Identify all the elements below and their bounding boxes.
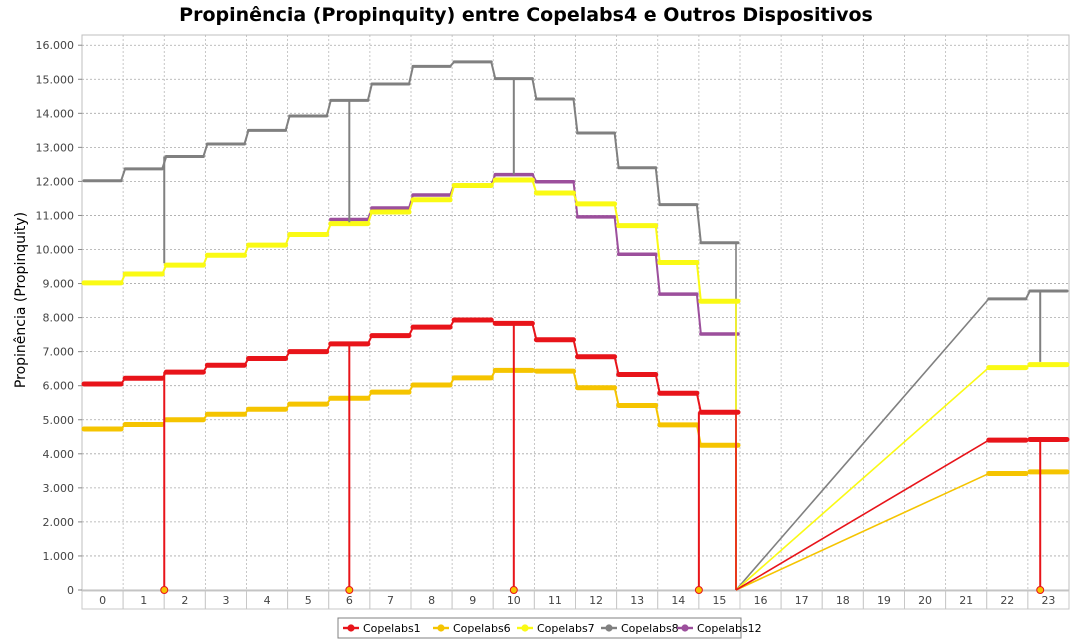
- series-link-copelabs8: [490, 61, 497, 79]
- series-zero-marker: [1036, 586, 1045, 594]
- series-link-copelabs1: [695, 392, 702, 413]
- x-tick-label: 6: [346, 594, 353, 607]
- series-link-copelabs12: [613, 216, 620, 255]
- x-tick-label: 20: [918, 594, 932, 607]
- x-tick-label: 8: [428, 594, 435, 607]
- x-tick-label: 22: [1000, 594, 1014, 607]
- legend: Copelabs1 Copelabs6 Copelabs7 Copelabs8 Cope…: [337, 617, 762, 639]
- x-tick-label: 17: [795, 594, 809, 607]
- series-zero-marker: [345, 586, 354, 594]
- series-link-copelabs8: [202, 143, 209, 157]
- series-link-copelabs8: [654, 167, 661, 205]
- series-link-copelabs8: [325, 100, 332, 117]
- x-tick-label: 10: [507, 594, 521, 607]
- x-tick-label: 16: [754, 594, 768, 607]
- series-link-copelabs8: [572, 98, 579, 134]
- x-tick-label: 5: [305, 594, 312, 607]
- y-tick-label: 16.000: [36, 39, 75, 52]
- legend-label-copelabs1: Copelabs1: [363, 622, 421, 635]
- x-tick-label: 19: [877, 594, 891, 607]
- x-tick-label: 23: [1041, 594, 1055, 607]
- y-tick-label: 11.000: [36, 209, 75, 222]
- x-tick-label: 4: [264, 594, 271, 607]
- x-tick-label: 2: [181, 594, 188, 607]
- series-zero-marker: [509, 586, 518, 594]
- y-tick-label: 12.000: [36, 175, 75, 188]
- series-gap-line-copelabs8: [735, 298, 990, 591]
- x-tick-label: 3: [222, 594, 229, 607]
- x-tick-label: 18: [836, 594, 850, 607]
- x-tick-label: 1: [140, 594, 147, 607]
- series-link-copelabs1: [572, 339, 579, 357]
- legend-marker-copelabs6: [437, 624, 445, 632]
- series-link-copelabs6: [613, 387, 620, 406]
- x-tick-label: 9: [469, 594, 476, 607]
- series-link-copelabs8: [613, 132, 620, 168]
- series-link-copelabs7: [695, 262, 702, 302]
- y-tick-label: 0: [67, 584, 74, 597]
- x-tick-label: 15: [712, 594, 726, 607]
- series-zero-marker: [160, 586, 169, 594]
- x-tick-label: 0: [99, 594, 106, 607]
- series-zero-marker: [694, 586, 703, 594]
- y-tick-label: 4.000: [43, 448, 75, 461]
- series-link-copelabs1: [531, 323, 538, 340]
- series-gap-line-copelabs7: [735, 367, 990, 591]
- y-tick-label: 13.000: [36, 141, 75, 154]
- legend-box: [337, 617, 742, 639]
- y-tick-label: 14.000: [36, 107, 75, 120]
- y-tick-label: 8.000: [43, 312, 75, 325]
- y-axis-label: Propinência (Propinquity): [13, 212, 29, 388]
- series-link-copelabs7: [613, 203, 620, 226]
- y-tick-label: 5.000: [43, 414, 75, 427]
- series-link-copelabs12: [654, 254, 661, 295]
- series-link-copelabs12: [695, 294, 702, 335]
- legend-marker-copelabs1: [347, 624, 355, 632]
- series-link-copelabs8: [243, 130, 250, 145]
- y-tick-label: 2.000: [43, 516, 75, 529]
- legend-label-copelabs8: Copelabs8: [621, 622, 679, 635]
- x-tick-label: 7: [387, 594, 394, 607]
- x-tick-label: 11: [548, 594, 562, 607]
- legend-label-copelabs6: Copelabs6: [453, 622, 511, 635]
- x-tick-label: 13: [630, 594, 644, 607]
- chart-title: Propinência (Propinquity) entre Copelabs…: [179, 4, 873, 26]
- series-link-copelabs1: [654, 374, 661, 394]
- y-tick-label: 15.000: [36, 73, 75, 86]
- x-tick-label: 21: [959, 594, 973, 607]
- series-link-copelabs8: [366, 83, 373, 101]
- y-tick-label: 1.000: [43, 550, 75, 563]
- series-link-copelabs8: [408, 66, 414, 85]
- series-link-copelabs8: [695, 204, 702, 243]
- series-link-copelabs8: [284, 115, 291, 131]
- y-tick-label: 3.000: [43, 482, 75, 495]
- y-tick-label: 7.000: [43, 346, 75, 359]
- series-link-copelabs1: [613, 356, 620, 375]
- legend-label-copelabs7: Copelabs7: [537, 622, 595, 635]
- series-link-copelabs8: [120, 168, 127, 182]
- series-link-copelabs8: [531, 78, 538, 100]
- series-link-copelabs6: [572, 370, 579, 388]
- series-link-copelabs7: [654, 225, 661, 263]
- y-tick-label: 6.000: [43, 380, 75, 393]
- x-tick-label: 12: [589, 594, 603, 607]
- legend-label-copelabs12: Copelabs12: [697, 622, 762, 635]
- legend-marker-copelabs12: [681, 624, 689, 632]
- series-gap-line-copelabs1: [735, 439, 990, 591]
- series-link-copelabs6: [654, 405, 661, 426]
- series-link-copelabs12: [408, 194, 414, 209]
- x-category-cell: [1027, 590, 1070, 610]
- x-tick-label: 14: [671, 594, 685, 607]
- y-tick-label: 9.000: [43, 278, 75, 291]
- series-gap-line-copelabs6: [735, 472, 990, 591]
- y-tick-label: 10.000: [36, 244, 75, 257]
- legend-marker-copelabs7: [521, 624, 529, 632]
- plot-area: 0 1.000 2.000 3.000 4.000 5.000 6.000 7.000 8.00…: [36, 34, 1070, 610]
- legend-marker-copelabs8: [605, 624, 613, 632]
